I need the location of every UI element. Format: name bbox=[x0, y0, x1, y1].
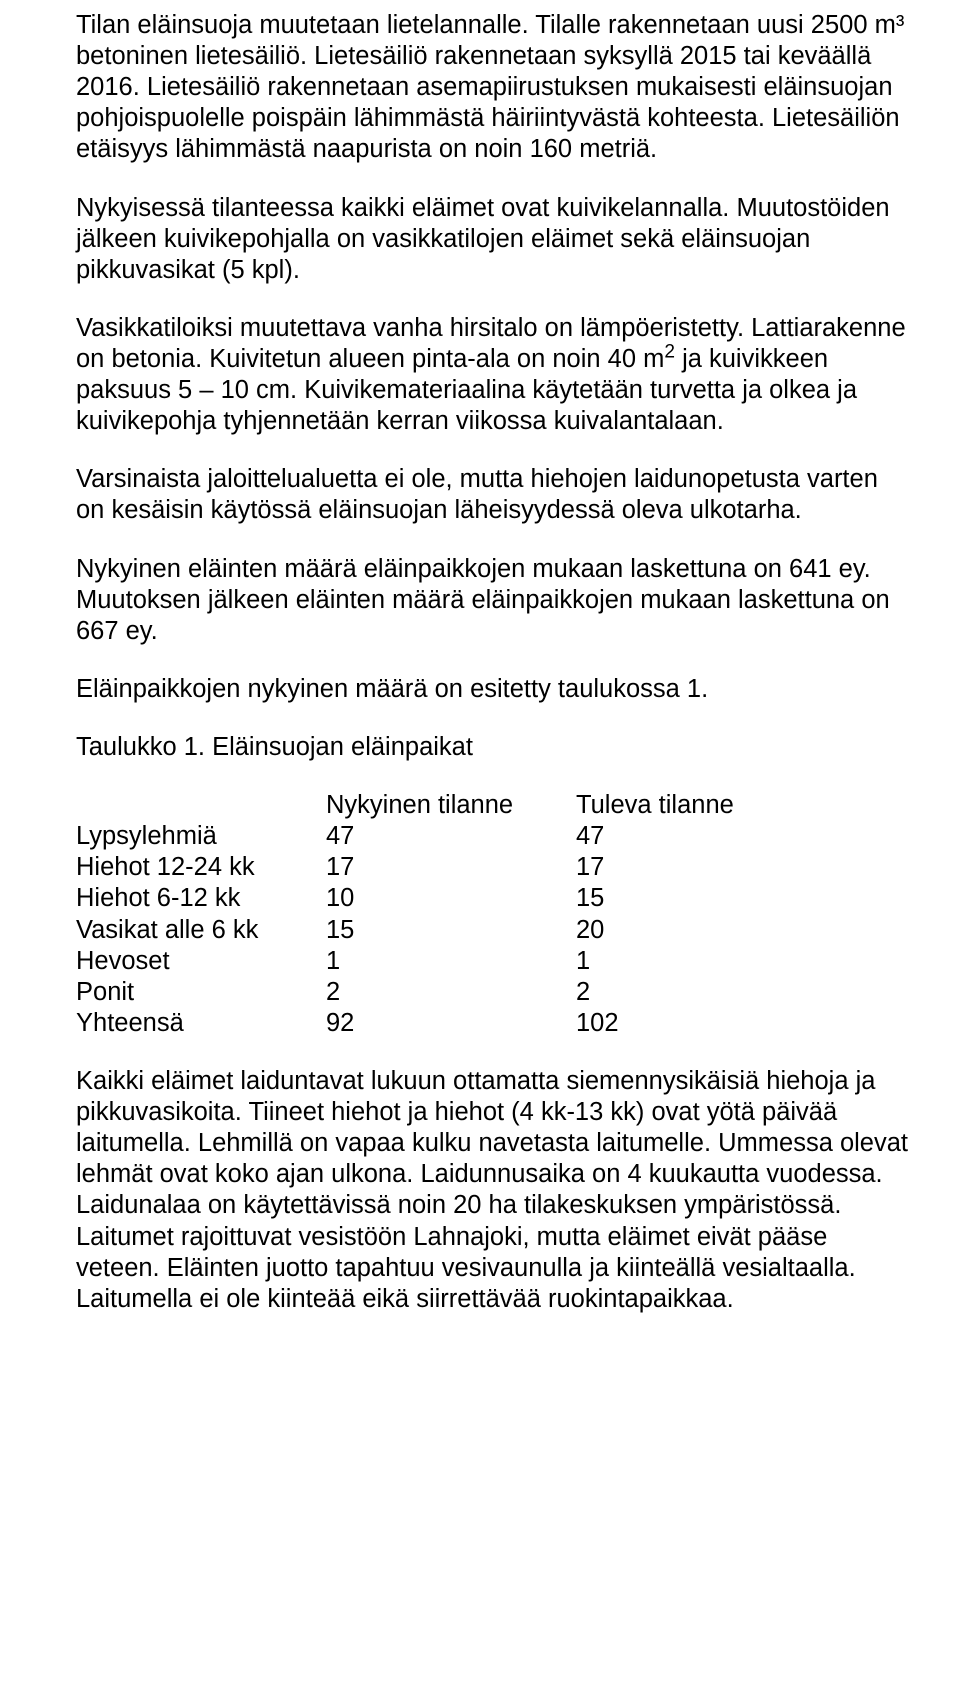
table-row: Hiehot 6-12 kk 10 15 bbox=[76, 883, 734, 914]
paragraph-calf-area: Vasikkatiloiksi muutettava vanha hirsita… bbox=[76, 313, 908, 437]
paragraph-outdoor-area: Varsinaista jaloittelualuetta ei ole, mu… bbox=[76, 464, 908, 526]
table-row: Lypsylehmiä 47 47 bbox=[76, 821, 734, 852]
table-header-empty bbox=[76, 790, 326, 821]
animal-places-table: Nykyinen tilanne Tuleva tilanne Lypsyleh… bbox=[76, 790, 734, 1039]
table-row: Hevoset 1 1 bbox=[76, 946, 734, 977]
table-cell-current: 15 bbox=[326, 915, 576, 946]
table-cell-future: 102 bbox=[576, 1008, 734, 1039]
table-cell-future: 15 bbox=[576, 883, 734, 914]
paragraph-current-state: Nykyisessä tilanteessa kaikki eläimet ov… bbox=[76, 193, 908, 286]
paragraph-animal-units: Nykyinen eläinten määrä eläinpaikkojen m… bbox=[76, 554, 908, 647]
table-header-current: Nykyinen tilanne bbox=[326, 790, 576, 821]
table-row: Vasikat alle 6 kk 15 20 bbox=[76, 915, 734, 946]
superscript-2: 2 bbox=[664, 341, 675, 362]
table-cell-label: Hiehot 12-24 kk bbox=[76, 852, 326, 883]
table-cell-current: 17 bbox=[326, 852, 576, 883]
table-cell-current: 92 bbox=[326, 1008, 576, 1039]
table-row: Hiehot 12-24 kk 17 17 bbox=[76, 852, 734, 883]
table-cell-current: 10 bbox=[326, 883, 576, 914]
table-cell-label: Lypsylehmiä bbox=[76, 821, 326, 852]
table-cell-current: 47 bbox=[326, 821, 576, 852]
table-header-row: Nykyinen tilanne Tuleva tilanne bbox=[76, 790, 734, 821]
paragraph-table-reference: Eläinpaikkojen nykyinen määrä on esitett… bbox=[76, 674, 908, 705]
table-cell-future: 2 bbox=[576, 977, 734, 1008]
table-header-future: Tuleva tilanne bbox=[576, 790, 734, 821]
table-cell-label: Yhteensä bbox=[76, 1008, 326, 1039]
table-cell-current: 1 bbox=[326, 946, 576, 977]
table-cell-future: 47 bbox=[576, 821, 734, 852]
table-cell-current: 2 bbox=[326, 977, 576, 1008]
table-cell-label: Hevoset bbox=[76, 946, 326, 977]
table-row-total: Yhteensä 92 102 bbox=[76, 1008, 734, 1039]
paragraph-intro: Tilan eläinsuoja muutetaan lietelannalle… bbox=[76, 10, 908, 166]
paragraph-grazing: Kaikki eläimet laiduntavat lukuun ottama… bbox=[76, 1066, 908, 1315]
table-caption: Taulukko 1. Eläinsuojan eläinpaikat bbox=[76, 732, 908, 763]
table-cell-label: Hiehot 6-12 kk bbox=[76, 883, 326, 914]
table-cell-label: Ponit bbox=[76, 977, 326, 1008]
table-row: Ponit 2 2 bbox=[76, 977, 734, 1008]
table-cell-future: 17 bbox=[576, 852, 734, 883]
table-cell-label: Vasikat alle 6 kk bbox=[76, 915, 326, 946]
table-cell-future: 20 bbox=[576, 915, 734, 946]
table-cell-future: 1 bbox=[576, 946, 734, 977]
